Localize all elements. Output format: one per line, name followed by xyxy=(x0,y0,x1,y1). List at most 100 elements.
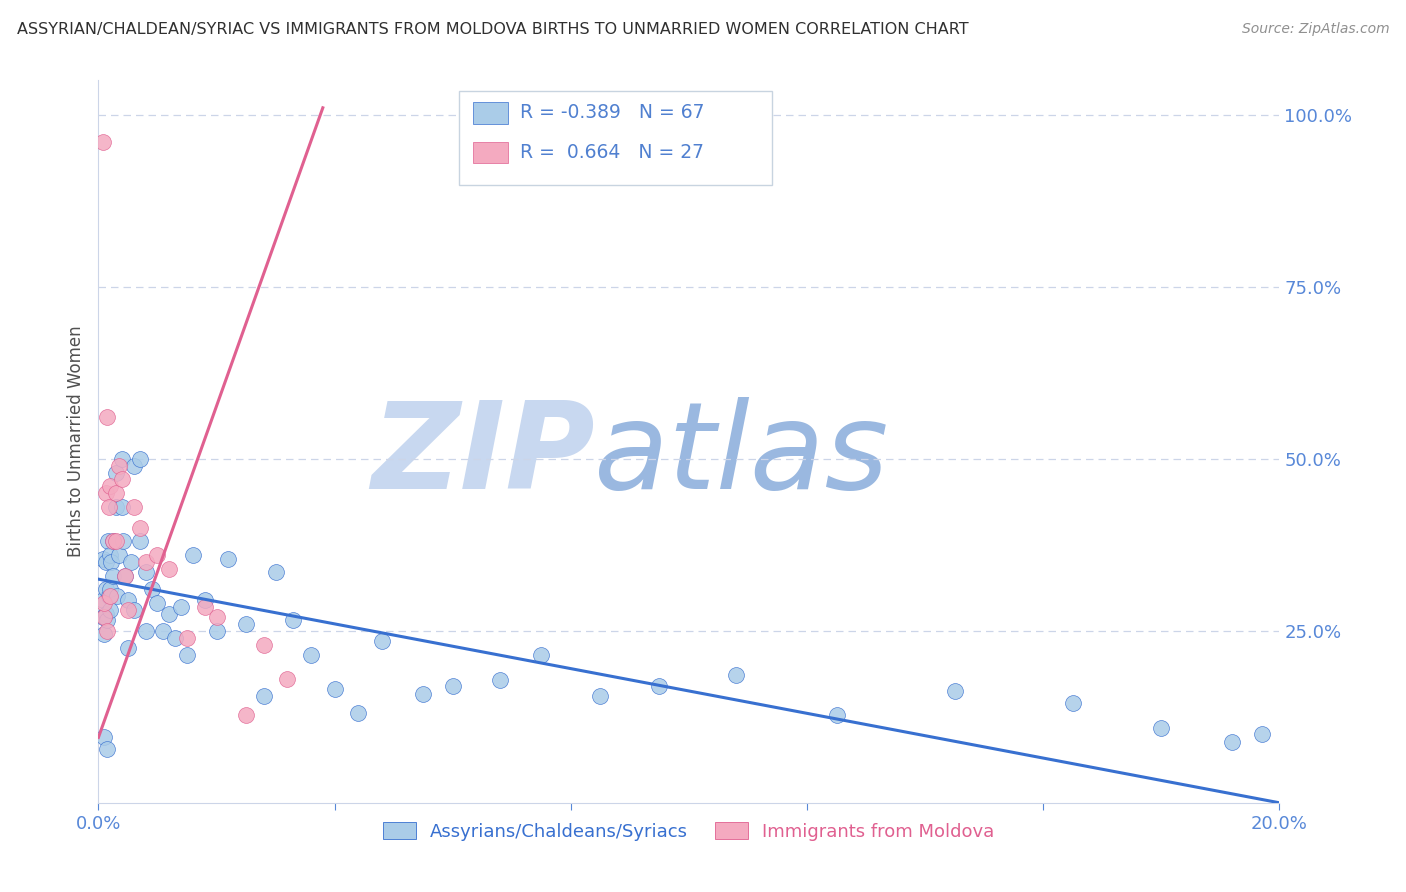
Text: R =  0.664   N = 27: R = 0.664 N = 27 xyxy=(520,143,704,162)
Point xyxy=(117,640,139,655)
FancyBboxPatch shape xyxy=(458,91,772,185)
Point xyxy=(347,706,370,721)
Point xyxy=(371,634,394,648)
Point xyxy=(100,555,122,569)
Point xyxy=(117,603,139,617)
Point xyxy=(181,548,204,562)
Point xyxy=(112,534,135,549)
Point xyxy=(122,458,145,473)
Y-axis label: Births to Unmarried Women: Births to Unmarried Women xyxy=(66,326,84,558)
Text: ZIP: ZIP xyxy=(371,398,595,515)
Point xyxy=(98,590,121,604)
Point xyxy=(1220,735,1243,749)
Point xyxy=(98,603,121,617)
Point xyxy=(489,673,512,688)
Legend: Assyrians/Chaldeans/Syriacs, Immigrants from Moldova: Assyrians/Chaldeans/Syriacs, Immigrants … xyxy=(377,815,1001,848)
Point xyxy=(135,566,157,580)
Point xyxy=(94,555,117,569)
Point xyxy=(943,684,966,698)
Point xyxy=(93,627,115,641)
Point xyxy=(94,582,117,597)
Text: R = -0.389   N = 67: R = -0.389 N = 67 xyxy=(520,103,704,122)
Point xyxy=(96,624,118,638)
Point xyxy=(105,590,128,604)
Point xyxy=(93,731,115,745)
Point xyxy=(96,742,118,756)
Text: atlas: atlas xyxy=(595,398,890,515)
Point xyxy=(120,555,142,569)
Point xyxy=(253,689,276,703)
Point xyxy=(141,582,163,597)
Point xyxy=(91,551,114,566)
Point xyxy=(96,614,118,628)
Point xyxy=(114,568,136,582)
Text: ASSYRIAN/CHALDEAN/SYRIAC VS IMMIGRANTS FROM MOLDOVA BIRTHS TO UNMARRIED WOMEN CO: ASSYRIAN/CHALDEAN/SYRIAC VS IMMIGRANTS F… xyxy=(17,22,969,37)
Point xyxy=(157,562,180,576)
Point xyxy=(157,607,180,621)
Point xyxy=(194,592,217,607)
Point xyxy=(235,616,257,631)
Point xyxy=(105,500,128,514)
Point xyxy=(103,534,125,549)
Point xyxy=(217,551,239,566)
Point xyxy=(111,472,134,486)
Point xyxy=(299,648,322,662)
Point xyxy=(264,566,287,580)
Point xyxy=(825,707,848,722)
Point xyxy=(111,500,134,514)
Point xyxy=(98,590,121,604)
Point xyxy=(122,603,145,617)
Point xyxy=(441,679,464,693)
Point xyxy=(146,548,169,562)
Point xyxy=(93,610,115,624)
Point xyxy=(1250,727,1272,741)
Point xyxy=(530,648,553,662)
Point xyxy=(283,614,305,628)
Point xyxy=(128,534,150,549)
Point xyxy=(165,631,187,645)
Point xyxy=(105,534,128,549)
Point xyxy=(114,568,136,582)
Point xyxy=(94,607,117,621)
Point xyxy=(176,648,198,662)
Point xyxy=(96,410,118,425)
Point xyxy=(128,520,150,534)
Text: Source: ZipAtlas.com: Source: ZipAtlas.com xyxy=(1241,22,1389,37)
Point xyxy=(648,679,671,693)
Point xyxy=(98,500,121,514)
Point xyxy=(146,596,169,610)
Point xyxy=(97,534,120,549)
Point xyxy=(91,610,114,624)
Point xyxy=(108,458,131,473)
Point xyxy=(235,707,257,722)
Point xyxy=(276,672,298,686)
Point xyxy=(194,599,217,614)
Point xyxy=(98,548,121,562)
Point xyxy=(105,486,128,500)
Point xyxy=(98,582,121,597)
Point xyxy=(108,548,131,562)
Point xyxy=(111,451,134,466)
Point xyxy=(176,631,198,645)
Point xyxy=(135,555,157,569)
Point xyxy=(170,599,193,614)
Point xyxy=(205,610,228,624)
Point xyxy=(412,687,434,701)
Point xyxy=(135,624,157,638)
Point xyxy=(725,668,748,682)
FancyBboxPatch shape xyxy=(472,142,508,163)
Point xyxy=(152,624,174,638)
Point xyxy=(253,638,276,652)
Point xyxy=(323,682,346,697)
Point xyxy=(93,596,115,610)
Point xyxy=(122,500,145,514)
Point xyxy=(105,466,128,480)
Point xyxy=(205,624,228,638)
Point xyxy=(101,568,124,582)
Point xyxy=(91,135,114,149)
Point xyxy=(98,479,121,493)
Point xyxy=(94,486,117,500)
Point xyxy=(589,689,612,703)
Point xyxy=(1062,696,1084,710)
Point xyxy=(128,451,150,466)
